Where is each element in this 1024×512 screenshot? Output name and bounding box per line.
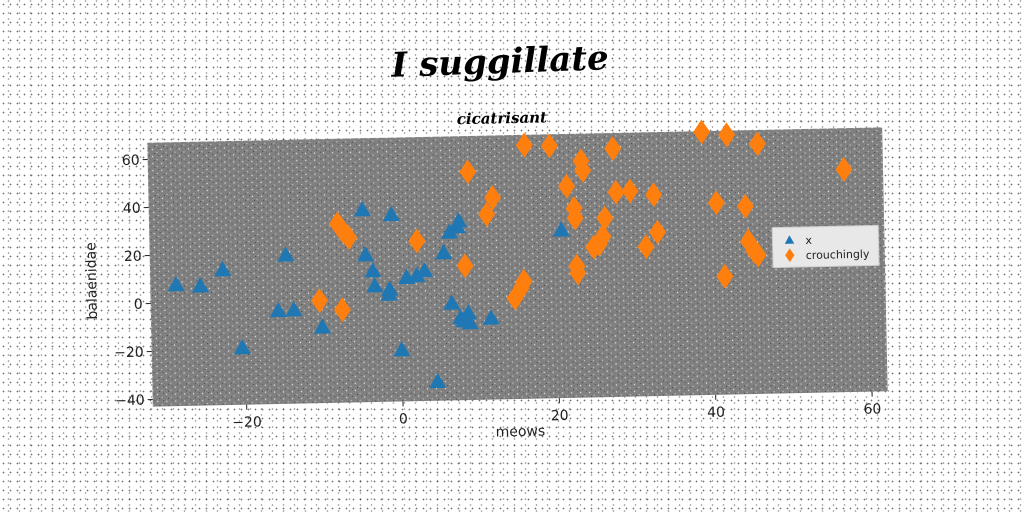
triangle-marker	[416, 261, 434, 278]
diamond-marker	[558, 173, 576, 199]
diamond-marker	[333, 297, 351, 323]
diamond-marker	[716, 263, 734, 289]
legend-marker	[784, 235, 795, 244]
triangle-marker	[269, 301, 287, 318]
triangle-marker	[382, 205, 400, 222]
triangle-marker	[552, 221, 570, 237]
triangle-marker	[357, 246, 375, 262]
diamond-marker	[540, 133, 558, 159]
diamond-marker	[456, 253, 474, 279]
diamond-marker	[566, 205, 584, 231]
diamond-marker	[604, 136, 622, 162]
diamond-marker	[574, 158, 592, 184]
x-tick-label: −20	[232, 414, 262, 431]
diamond-marker	[707, 190, 725, 216]
y-tick-label: −40	[115, 393, 145, 410]
x-axis: −20 0 20 40 60	[232, 391, 881, 431]
y-axis-label: balaenidae	[83, 242, 101, 320]
diamond-marker	[835, 156, 853, 182]
y-tick-label: 60	[122, 153, 140, 169]
triangle-marker	[482, 309, 500, 325]
triangle-marker	[364, 261, 382, 278]
series-0	[167, 200, 570, 389]
diamond-marker	[693, 119, 711, 145]
legend-label: crouchingly	[806, 248, 870, 262]
x-tick-label: 0	[399, 411, 408, 427]
diamond-marker	[621, 178, 639, 204]
diamond-marker	[408, 228, 426, 254]
x-tick-label: 60	[863, 401, 881, 417]
x-tick-label: 40	[707, 405, 725, 421]
x-axis-label: meows	[495, 423, 545, 440]
triangle-marker	[393, 341, 411, 357]
triangle-marker	[461, 313, 479, 330]
plot-area: cicatrisant −20 0 20 40 60 −40 −20 0 20 40 60 meo…	[83, 108, 888, 440]
triangle-marker	[233, 338, 251, 355]
chart-title: cicatrisant	[457, 108, 548, 128]
triangle-marker	[381, 280, 399, 296]
diamond-marker	[506, 285, 524, 311]
diamond-marker	[484, 185, 502, 211]
diamond-marker	[594, 224, 612, 250]
diamond-marker	[736, 193, 754, 219]
y-tick-label: 0	[134, 297, 143, 313]
triangle-marker	[353, 200, 371, 217]
chart-suptitle: I suggillate	[390, 38, 610, 86]
y-tick-label: −20	[114, 345, 144, 362]
series-1	[311, 119, 853, 323]
plot-background	[147, 127, 888, 407]
diamond-marker	[748, 131, 766, 157]
diamond-marker	[311, 288, 329, 314]
triangle-marker	[459, 304, 478, 320]
y-tick-label: 20	[124, 249, 142, 265]
diamond-marker	[596, 205, 614, 231]
triangle-marker	[285, 301, 303, 317]
diamond-marker	[649, 219, 667, 245]
diamond-marker	[607, 179, 625, 205]
triangle-marker	[191, 277, 210, 293]
triangle-marker	[429, 372, 447, 389]
triangle-marker	[214, 261, 232, 277]
y-tick-label: 40	[123, 201, 141, 217]
diamond-marker	[645, 182, 663, 208]
diamond-marker	[590, 231, 608, 257]
diamond-marker	[515, 132, 533, 158]
diamond-marker	[478, 201, 496, 227]
legend-box	[771, 224, 880, 269]
triangle-marker	[167, 275, 185, 292]
diamond-marker	[749, 242, 767, 268]
legend-label: x	[805, 234, 812, 247]
triangle-marker	[443, 294, 461, 310]
diamond-marker	[637, 234, 655, 260]
diamond-marker	[515, 268, 533, 294]
diamond-marker	[718, 122, 736, 148]
triangle-marker	[314, 318, 332, 334]
diamond-marker	[340, 225, 358, 251]
data-markers	[167, 119, 853, 389]
triangle-marker	[450, 212, 468, 228]
triangle-marker	[277, 246, 295, 262]
diamond-marker	[459, 159, 477, 185]
legend-marker	[785, 248, 795, 263]
diamond-marker	[569, 260, 587, 286]
triangle-marker	[408, 266, 426, 283]
x-tick-label: 20	[551, 408, 569, 424]
triangle-marker	[435, 243, 453, 260]
triangle-marker	[366, 277, 384, 293]
y-axis: −40 −20 0 20 40 60	[114, 153, 153, 410]
triangle-marker	[441, 223, 459, 239]
